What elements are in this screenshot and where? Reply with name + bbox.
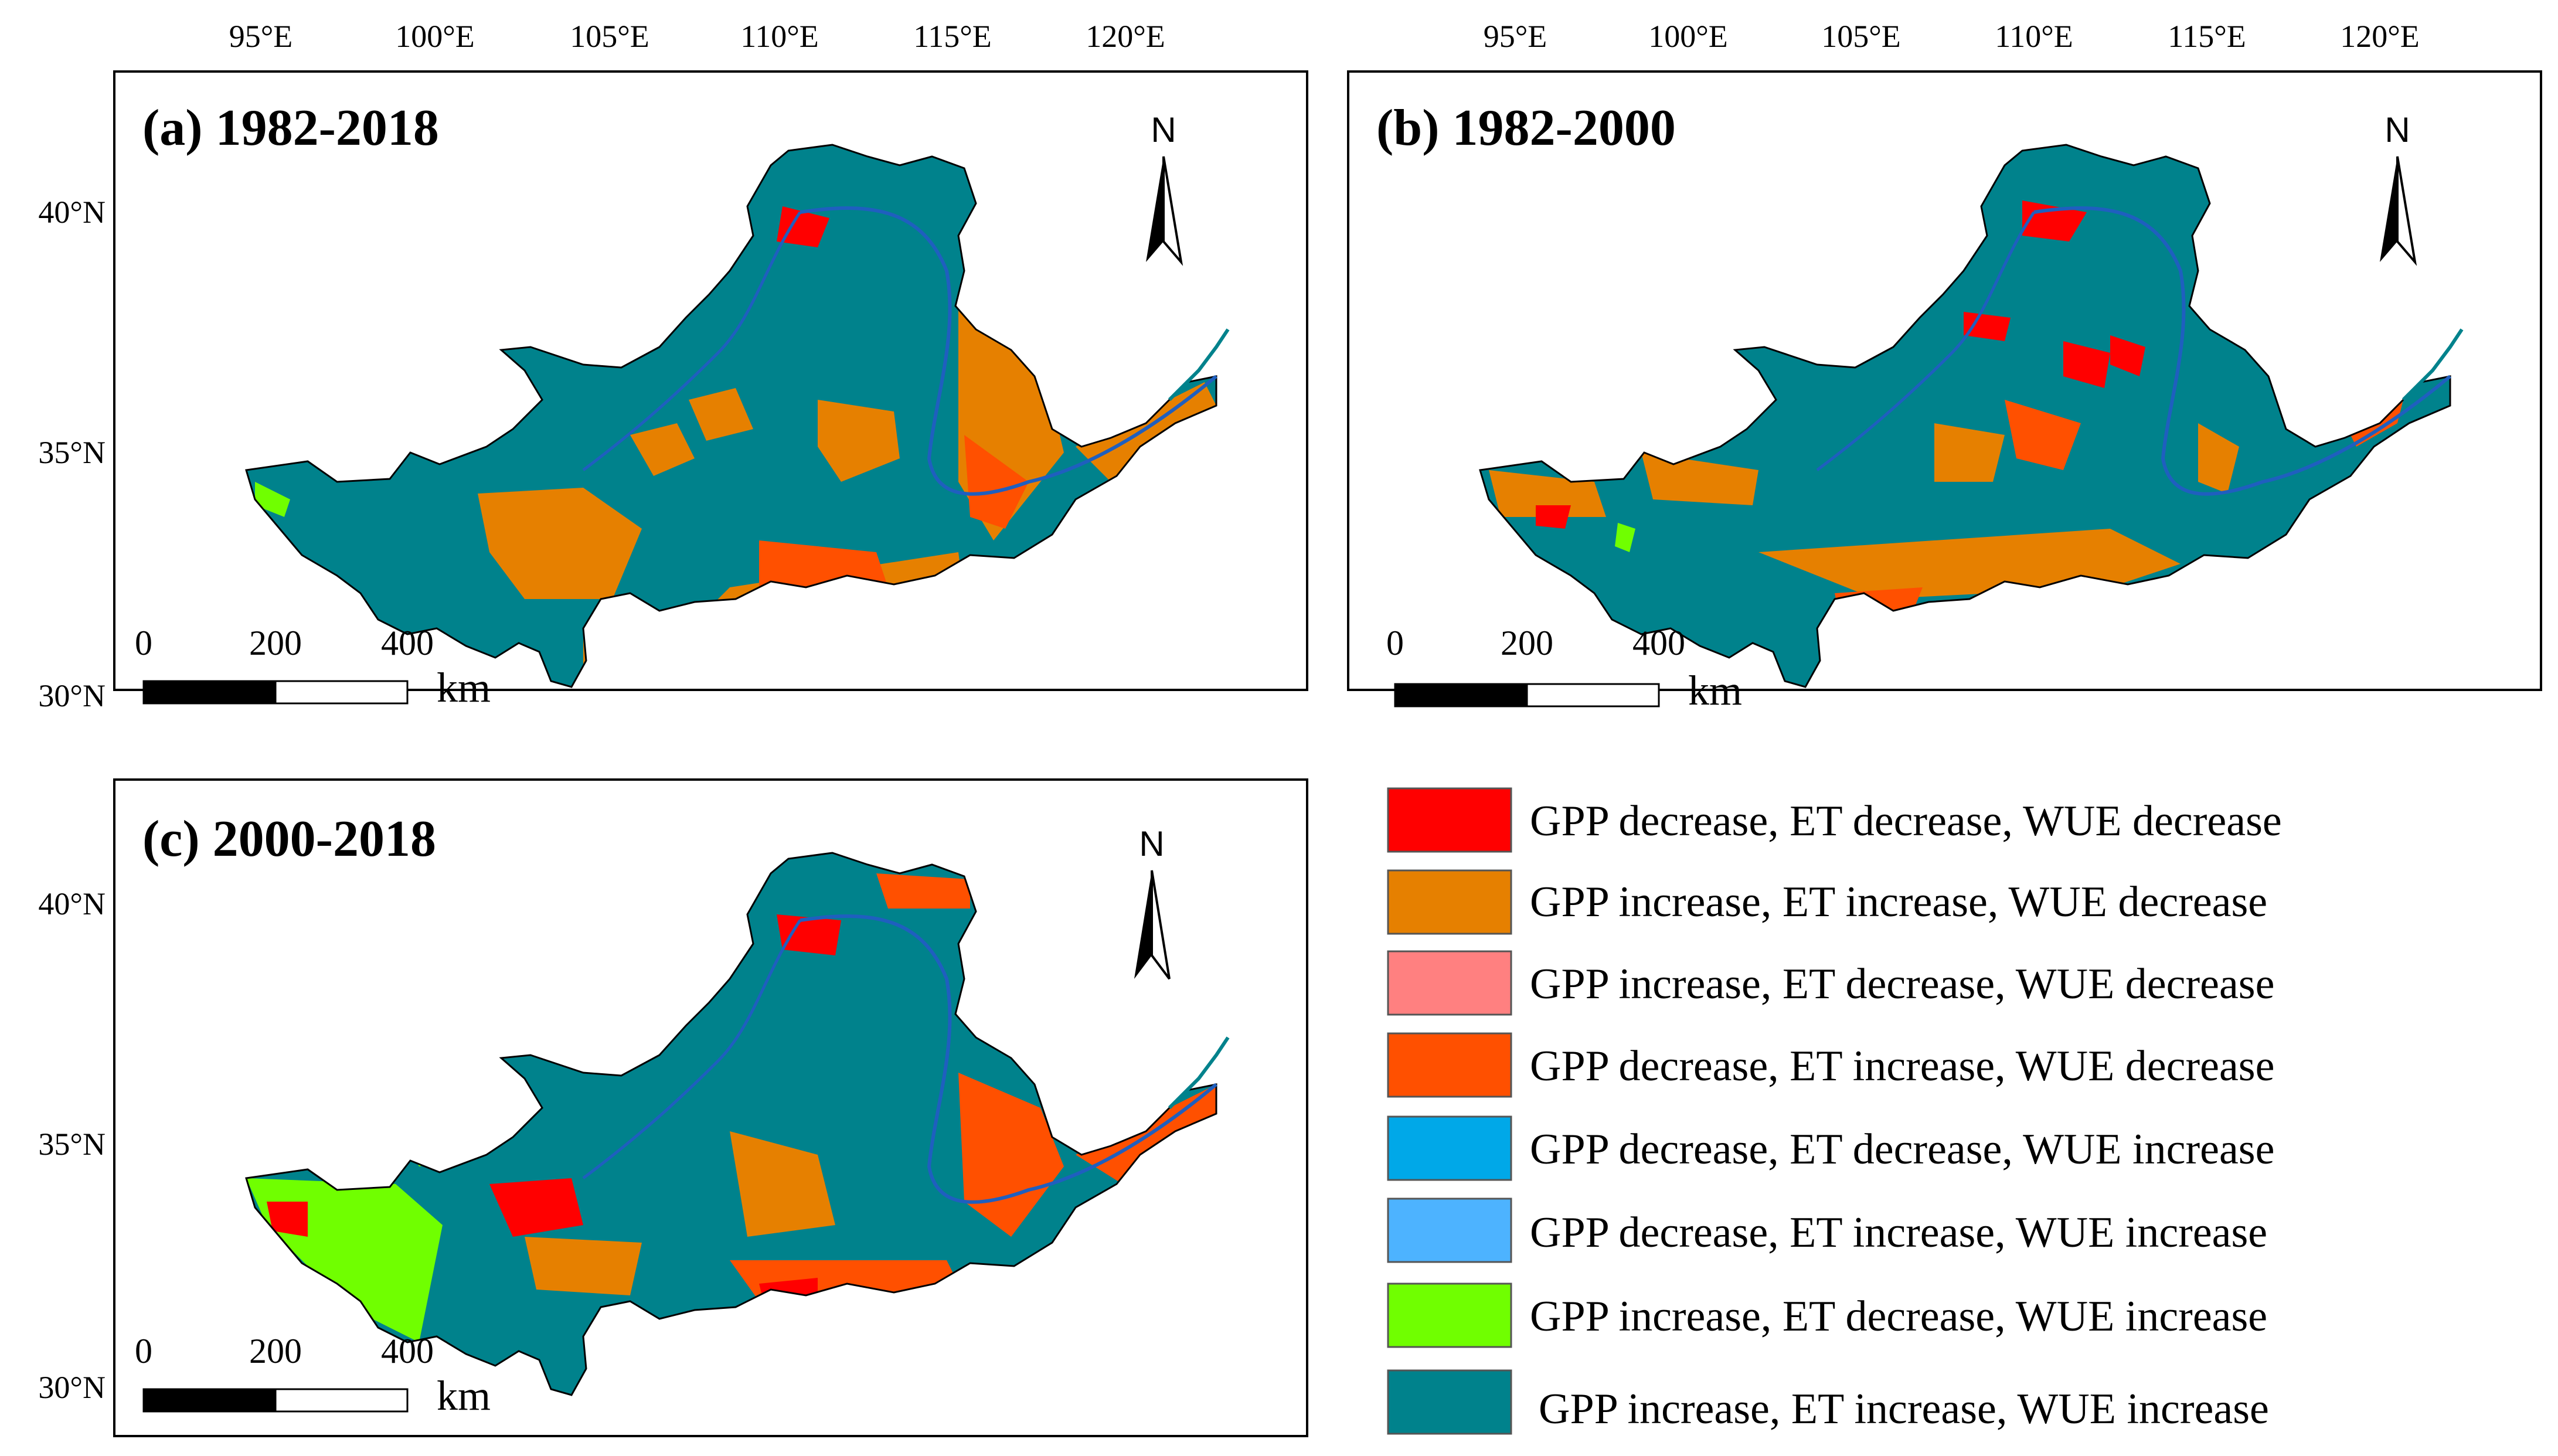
svg-text:km: km xyxy=(437,1372,491,1419)
legend: GPP decrease, ET decrease, WUE decrease … xyxy=(1387,787,2282,1435)
trend-patches xyxy=(1489,200,2403,622)
svg-text:200: 200 xyxy=(249,624,302,662)
svg-text:200: 200 xyxy=(249,1332,302,1370)
legend-swatch xyxy=(1387,1282,1512,1348)
svg-text:400: 400 xyxy=(1632,624,1685,662)
svg-text:km: km xyxy=(1688,667,1742,714)
legend-swatch xyxy=(1387,1369,1512,1435)
legend-swatch xyxy=(1387,1115,1512,1181)
map-panel-b: N (b) 1982-2000 0 200 400 km xyxy=(1376,100,2464,714)
legend-swatch xyxy=(1387,950,1512,1016)
lat-tick: 35°N xyxy=(38,1127,106,1162)
legend-label: GPP increase, ET increase, WUE increase xyxy=(1539,1385,2269,1433)
lon-tick: 105°E xyxy=(570,19,649,54)
legend-label: GPP decrease, ET decrease, WUE decrease xyxy=(1530,797,2282,845)
lat-tick: 30°N xyxy=(38,678,106,713)
svg-text:0: 0 xyxy=(1386,624,1404,662)
scale-bar: 0 200 400 km xyxy=(135,624,491,711)
north-arrow: N xyxy=(2380,110,2417,266)
lat-tick: 40°N xyxy=(38,886,106,921)
north-arrow: N xyxy=(1146,110,1183,266)
lat-tick: 40°N xyxy=(38,195,106,230)
legend-item: GPP decrease, ET decrease, WUE increase xyxy=(1387,1115,2274,1181)
lon-tick: 95°E xyxy=(1484,19,1547,54)
longitude-axis-a: 95°E 100°E 105°E 110°E 115°E 120°E xyxy=(229,19,1165,54)
svg-text:km: km xyxy=(437,664,491,711)
lat-tick: 30°N xyxy=(38,1370,106,1405)
lon-tick: 95°E xyxy=(229,19,293,54)
upper-river xyxy=(582,211,802,471)
legend-swatch xyxy=(1387,1198,1512,1263)
legend-item: GPP decrease, ET increase, WUE decrease xyxy=(1387,1032,2274,1098)
legend-item: GPP increase, ET decrease, WUE increase xyxy=(1387,1282,2267,1348)
legend-label: GPP decrease, ET increase, WUE decrease xyxy=(1530,1042,2274,1090)
legend-item: GPP decrease, ET increase, WUE increase xyxy=(1387,1198,2267,1263)
lon-tick: 115°E xyxy=(2168,19,2246,54)
lon-tick: 105°E xyxy=(1821,19,1901,54)
lon-tick: 110°E xyxy=(740,19,819,54)
latitude-axis-top: 40°N 35°N 30°N xyxy=(38,195,106,713)
lon-tick: 100°E xyxy=(1648,19,1728,54)
lon-tick: 100°E xyxy=(395,19,475,54)
svg-text:0: 0 xyxy=(135,624,152,662)
lon-tick: 110°E xyxy=(1995,19,2073,54)
legend-swatch xyxy=(1387,1032,1512,1098)
legend-label: GPP increase, ET decrease, WUE decrease xyxy=(1530,960,2274,1008)
legend-label: GPP increase, ET increase, WUE decrease xyxy=(1530,878,2267,926)
latitude-axis-bottom: 40°N 35°N 30°N xyxy=(38,886,106,1405)
lon-tick: 120°E xyxy=(2340,19,2420,54)
map-panel-c: N (c) 2000-2018 0 200 400 km xyxy=(135,811,1230,1419)
north-label: N xyxy=(2384,110,2410,149)
north-arrow: N xyxy=(1134,824,1171,980)
scale-bar: 0 200 400 km xyxy=(135,1332,491,1419)
legend-swatch xyxy=(1387,869,1512,935)
scale-bar: 0 200 400 km xyxy=(1386,624,1742,714)
legend-label: GPP increase, ET decrease, WUE increase xyxy=(1530,1292,2267,1341)
legend-item: GPP increase, ET decrease, WUE decrease xyxy=(1387,950,2274,1016)
svg-text:0: 0 xyxy=(135,1332,152,1370)
lon-tick: 115°E xyxy=(913,19,992,54)
svg-text:200: 200 xyxy=(1501,624,1553,662)
svg-text:400: 400 xyxy=(381,624,434,662)
main-river xyxy=(800,206,1217,496)
lat-tick: 35°N xyxy=(38,435,106,470)
north-label: N xyxy=(1151,110,1176,149)
legend-label: GPP decrease, ET decrease, WUE increase xyxy=(1530,1125,2274,1173)
panel-title: (c) 2000-2018 xyxy=(142,811,436,868)
north-label: N xyxy=(1139,824,1164,863)
svg-text:400: 400 xyxy=(381,1332,434,1370)
panel-title: (a) 1982-2018 xyxy=(142,100,439,157)
longitude-axis-b: 95°E 100°E 105°E 110°E 115°E 120°E xyxy=(1484,19,2420,54)
legend-swatch xyxy=(1387,787,1512,853)
lon-tick: 120°E xyxy=(1086,19,1165,54)
legend-item: GPP decrease, ET decrease, WUE decrease xyxy=(1387,787,2282,853)
panel-title: (b) 1982-2000 xyxy=(1376,100,1676,157)
legend-item: GPP increase, ET increase, WUE decrease xyxy=(1387,869,2267,935)
legend-item: GPP increase, ET increase, WUE increase xyxy=(1387,1369,2269,1435)
legend-label: GPP decrease, ET increase, WUE increase xyxy=(1530,1209,2267,1257)
